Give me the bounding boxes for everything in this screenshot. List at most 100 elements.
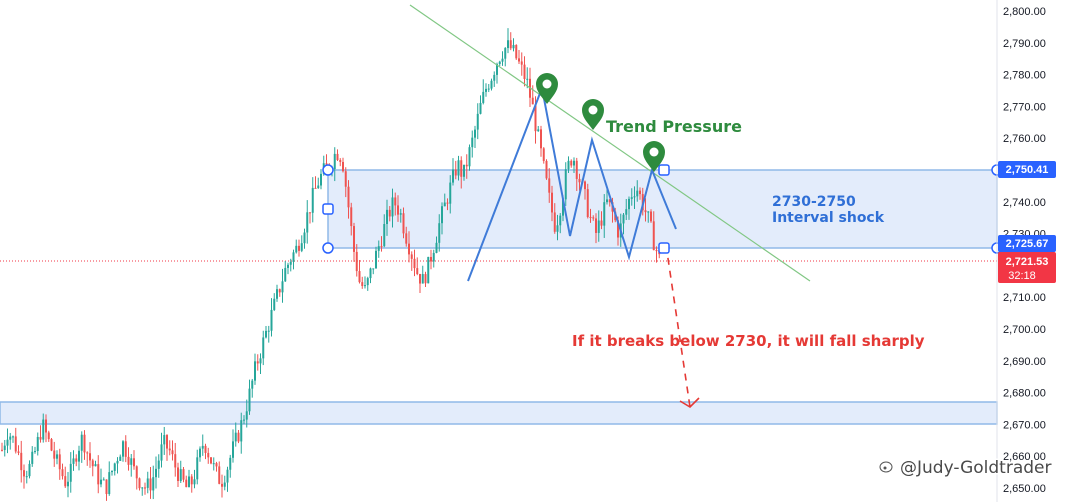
y-tick-label: 2,770.00 xyxy=(1003,101,1046,113)
candle-body xyxy=(606,199,608,203)
candle-body xyxy=(408,243,410,255)
candle-body xyxy=(485,88,487,92)
candle-body xyxy=(221,483,223,487)
candle-body xyxy=(375,250,377,269)
candle-body xyxy=(248,388,251,412)
candle-body xyxy=(474,129,476,138)
price-tag-lower-text: 2,725.67 xyxy=(1006,238,1049,250)
projection-arrowhead xyxy=(679,397,700,409)
candle-body xyxy=(234,432,237,442)
candle-body xyxy=(193,479,196,485)
candle-body xyxy=(237,432,240,442)
candle-body xyxy=(201,445,204,449)
candle-body xyxy=(449,182,452,204)
candle-body xyxy=(512,45,515,49)
candle-body xyxy=(20,452,23,471)
breakdown-note: If it breaks below 2730, it will fall sh… xyxy=(572,332,925,350)
watermark: @Judy-Goldtrader xyxy=(879,457,1053,480)
candle-body xyxy=(289,261,292,265)
candle-body xyxy=(122,441,124,457)
candle-body xyxy=(435,242,438,253)
price-tag-current-text: 2,721.53 xyxy=(1006,256,1049,268)
candle-body xyxy=(314,187,317,189)
candle-body xyxy=(476,113,479,130)
weibo-icon xyxy=(879,461,893,473)
candle-body xyxy=(270,309,273,331)
candle-body xyxy=(9,436,12,440)
candle-body xyxy=(149,478,152,491)
candle-body xyxy=(548,178,551,193)
candle-body xyxy=(218,466,221,484)
zone-handle[interactable] xyxy=(322,203,334,215)
candle-body xyxy=(298,245,300,251)
candle-body xyxy=(157,460,160,469)
candle-body xyxy=(438,223,441,243)
candle-body xyxy=(273,298,276,310)
y-axis[interactable]: 2,800.00 2,790.00 2,780.00 2,770.00 2,760.00… xyxy=(1003,6,1046,495)
candle-body xyxy=(498,61,501,65)
candle-body xyxy=(127,456,130,465)
zone-handle[interactable] xyxy=(322,242,334,254)
candle-body xyxy=(80,434,83,451)
candle-body xyxy=(562,199,564,216)
candle-body xyxy=(182,469,185,480)
candle-body xyxy=(518,58,520,62)
candle-body xyxy=(232,441,234,458)
candle-body xyxy=(116,460,119,464)
candle-body xyxy=(465,164,468,167)
candle-body xyxy=(545,160,548,179)
candle-body xyxy=(179,469,182,481)
candle-body xyxy=(174,454,177,468)
candle-body xyxy=(482,91,485,103)
candle-body xyxy=(105,479,108,494)
candle-body xyxy=(58,454,61,470)
candle-body xyxy=(487,88,490,90)
candle-body xyxy=(509,40,512,49)
zone-handle[interactable] xyxy=(658,242,670,254)
candle-body xyxy=(355,251,358,272)
zone-handles[interactable] xyxy=(322,164,1003,254)
candle-body xyxy=(479,102,482,114)
y-tick-label: 2,740.00 xyxy=(1003,197,1046,209)
candle-body xyxy=(138,478,141,489)
candle-body xyxy=(402,213,405,234)
zone-handle[interactable] xyxy=(658,164,670,176)
candle-body xyxy=(531,97,534,105)
candle-body xyxy=(144,487,146,489)
candle-body xyxy=(507,40,509,49)
candle-body xyxy=(185,479,188,488)
candle-body xyxy=(333,153,336,170)
candle-body xyxy=(410,254,413,259)
y-tick-label: 2,680.00 xyxy=(1003,388,1046,400)
candle-body xyxy=(443,202,446,207)
candle-body xyxy=(559,215,562,226)
candle-body xyxy=(265,330,267,338)
map-pin-icon xyxy=(536,73,558,104)
candle-body xyxy=(339,159,342,162)
candle-body xyxy=(281,281,284,293)
candle-body xyxy=(12,436,14,438)
candle-body xyxy=(245,411,248,420)
y-tick-label: 2,700.00 xyxy=(1003,324,1046,336)
candle-body xyxy=(86,452,89,454)
candle-body xyxy=(520,61,523,65)
trend-line[interactable] xyxy=(409,4,811,282)
y-tick-label: 2,710.00 xyxy=(1003,292,1046,304)
candle-body xyxy=(344,171,347,187)
projection-arrow[interactable] xyxy=(665,244,691,408)
candle-body xyxy=(366,278,369,286)
candle-body xyxy=(56,454,58,459)
zone-handle[interactable] xyxy=(322,164,334,176)
candle-body xyxy=(39,436,42,440)
candle-body xyxy=(570,160,573,166)
interval-zone[interactable] xyxy=(327,169,998,249)
candle-body xyxy=(652,221,655,251)
candle-body xyxy=(490,80,493,89)
candle-body xyxy=(311,187,314,213)
candle-body xyxy=(94,464,97,467)
candle-body xyxy=(163,435,166,445)
support-zone[interactable] xyxy=(0,401,998,425)
candle-body xyxy=(64,476,67,487)
candle-body xyxy=(83,434,86,453)
